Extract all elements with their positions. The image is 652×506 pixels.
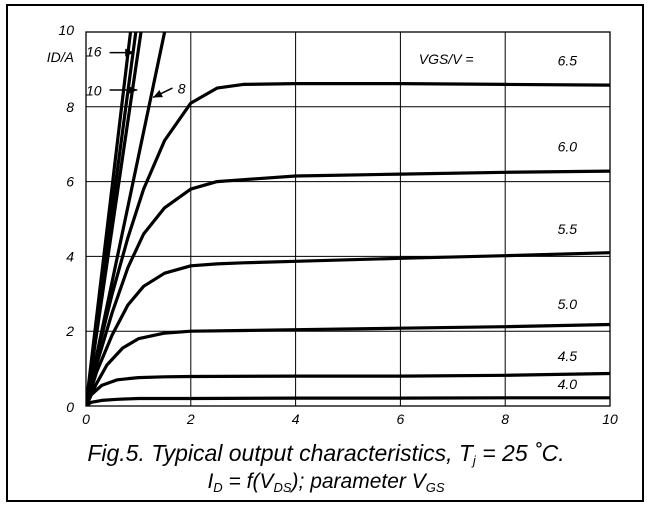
annotation-arrows <box>109 48 173 99</box>
x-tick-label-3: 6 <box>397 411 405 427</box>
curve-label-1: 6.0 <box>558 139 578 155</box>
series-line-2 <box>86 322 610 406</box>
curve-label-6: 16 <box>86 43 102 59</box>
caption-line2-close: ); parameter V <box>291 470 426 493</box>
caption-line2-end-subscript: GS <box>425 480 445 495</box>
curve-label-8: 8 <box>178 81 186 97</box>
plot-area-border <box>85 31 611 407</box>
caption-line1-suffix: = 25 ˚C. <box>475 440 565 466</box>
figure-caption-line2: ID = f(VDS); parameter VGS <box>0 470 652 494</box>
curve-label-0: 6.5 <box>558 53 578 69</box>
caption-line2-mid-subscript: DS <box>273 480 292 495</box>
series-line-1 <box>86 371 610 406</box>
caption-line1-subscript: j <box>472 453 476 468</box>
series-layer <box>86 32 610 406</box>
arrow-8-head <box>153 89 163 98</box>
series-line-6 <box>86 32 167 406</box>
caption-line2-i-subscript: D <box>213 480 223 495</box>
series-line-3 <box>86 251 610 406</box>
arrow-16-head <box>125 48 135 57</box>
figure-caption-line1: Fig.5. Typical output characteristics, T… <box>0 440 652 467</box>
curve-label-7: 10 <box>86 83 102 99</box>
caption-line2-i: I <box>207 470 214 493</box>
figure-frame <box>6 4 644 502</box>
x-tick-label-0: 0 <box>82 411 90 427</box>
caption-line2-mid: = f(V <box>222 470 274 493</box>
y-tick-label-0: 0 <box>66 399 74 415</box>
curve-label-3: 5.0 <box>558 296 578 312</box>
x-tick-label-1: 2 <box>186 411 195 427</box>
x-tick-label-2: 4 <box>292 411 300 427</box>
y-tick-label-4: 8 <box>66 99 74 115</box>
y-tick-label-2: 4 <box>66 248 74 264</box>
arrow-10-head <box>128 85 138 94</box>
curve-label-2: 5.5 <box>558 221 578 237</box>
text-layer: 0 2 4 6 8 10 0 2 4 6 8 10 ID/A VGS/V = 6.5 6.0 5.5 5.0 4.5… <box>47 22 618 427</box>
caption-line1-prefix: Fig.5. Typical output characteristics, T <box>87 440 473 466</box>
x-tick-label-5: 10 <box>602 411 618 427</box>
series-line-9 <box>86 32 133 406</box>
curve-label-5: 4.0 <box>558 376 578 392</box>
x-tick-label-4: 8 <box>501 411 509 427</box>
series-line-0 <box>86 396 610 406</box>
series-line-4 <box>86 169 610 406</box>
y-axis-label: ID/A <box>47 49 74 65</box>
y-tick-label-5: 10 <box>58 22 74 38</box>
grid <box>85 31 611 407</box>
y-tick-label-1: 2 <box>65 323 74 339</box>
curve-label-4: 4.5 <box>558 348 578 364</box>
series-line-5 <box>86 82 610 406</box>
y-tick-label-3: 6 <box>66 174 74 190</box>
legend-title: VGS/V = <box>419 51 474 67</box>
